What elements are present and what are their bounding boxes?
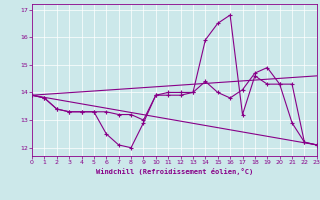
X-axis label: Windchill (Refroidissement éolien,°C): Windchill (Refroidissement éolien,°C) bbox=[96, 168, 253, 175]
